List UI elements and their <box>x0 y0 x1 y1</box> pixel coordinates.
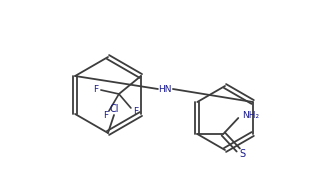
Text: S: S <box>239 149 245 159</box>
Text: F: F <box>133 108 138 116</box>
Text: NH₂: NH₂ <box>242 112 260 121</box>
Text: HN: HN <box>158 84 172 94</box>
Text: Cl: Cl <box>109 104 119 114</box>
Text: F: F <box>103 112 109 121</box>
Text: F: F <box>93 85 98 94</box>
